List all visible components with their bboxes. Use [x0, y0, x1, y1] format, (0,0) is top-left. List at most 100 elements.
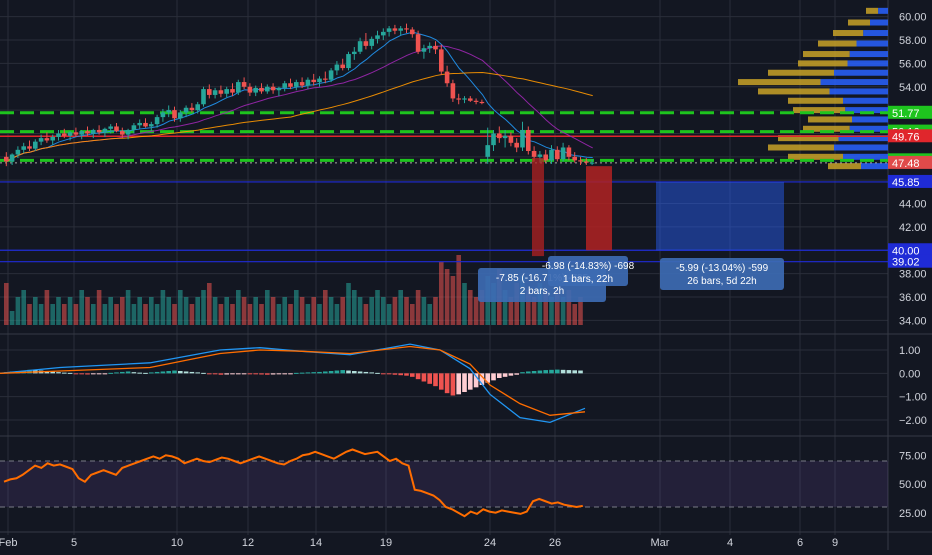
macd-histogram-bar: [50, 371, 55, 374]
candle-body: [357, 41, 363, 52]
volume-bar: [415, 290, 421, 325]
volume-bar: [21, 290, 26, 325]
measurement-bars: 26 bars, 5d 22h: [687, 276, 757, 287]
candle-body: [392, 28, 398, 31]
macd-histogram-bar: [555, 369, 560, 374]
volume-bar: [299, 297, 305, 325]
volume-bar: [15, 297, 21, 325]
candle-body: [247, 86, 253, 93]
time-axis-label: 10: [171, 537, 183, 549]
price-badge: [888, 174, 932, 188]
macd-histogram-bar: [468, 373, 473, 390]
volume-bar: [357, 297, 363, 325]
volume-bar: [265, 290, 270, 325]
volume-bar: [189, 304, 195, 325]
price-badge-label: 49.76: [892, 131, 920, 143]
macd-histogram-bar: [392, 373, 398, 375]
volume-bar: [514, 283, 519, 325]
candle-body: [236, 82, 241, 93]
macd-histogram-bar: [62, 372, 67, 374]
candle-body: [218, 90, 224, 94]
rsi-axis-label: 25.00: [899, 508, 927, 520]
volume-bar: [73, 304, 79, 325]
volume-bar: [444, 269, 450, 325]
macd-histogram-bar: [230, 373, 235, 375]
volume-bar: [433, 297, 438, 325]
volume-bar: [340, 297, 345, 325]
time-axis-label: 6: [797, 537, 803, 549]
macd-histogram-bar: [549, 369, 554, 374]
candle-body: [160, 112, 166, 118]
volume-bar: [224, 297, 229, 325]
macd-histogram-bar: [44, 371, 50, 374]
candle-body: [404, 28, 409, 30]
volume-bar: [392, 297, 398, 325]
volume-profile-bar: [808, 116, 852, 123]
volume-bar: [294, 290, 299, 325]
candle-body: [172, 110, 177, 119]
measure-box: [532, 157, 544, 257]
volume-bar: [526, 290, 531, 325]
macd-histogram-bar: [224, 373, 229, 375]
moving-average-line: [6, 71, 593, 162]
macd-axis-label: −1.00: [899, 392, 927, 404]
candle-body: [224, 89, 229, 94]
candle-body: [566, 147, 572, 157]
candle-body: [444, 71, 450, 84]
volume-bar: [125, 290, 131, 325]
macd-histogram-bar: [357, 371, 363, 374]
macd-axis-label: 0.00: [899, 368, 920, 380]
volume-bar: [346, 283, 351, 325]
candle-body: [456, 98, 461, 100]
macd-histogram-bar: [183, 371, 189, 374]
macd-histogram-bar: [102, 373, 108, 375]
volume-bar: [131, 304, 137, 325]
candle-body: [439, 49, 444, 72]
macd-histogram-bar: [212, 373, 218, 375]
price-badge-label: 47.48: [892, 158, 920, 170]
candle-body: [253, 87, 258, 93]
macd-histogram-bar: [578, 370, 583, 374]
time-axis-label: 12: [242, 537, 254, 549]
macd-histogram-bar: [91, 373, 96, 375]
macd-histogram-bar: [265, 373, 270, 375]
volume-bar: [102, 304, 108, 325]
volume-bar: [311, 297, 316, 325]
candle-body: [50, 136, 55, 141]
volume-bar: [253, 297, 258, 325]
macd-histogram-bar: [311, 372, 316, 374]
macd-histogram-bar: [508, 373, 514, 376]
candle-body: [491, 133, 496, 146]
measurement-label: [660, 258, 784, 290]
volume-profile-bar: [847, 60, 888, 67]
candle-body: [572, 156, 577, 161]
candle-body: [386, 28, 392, 32]
candle-body: [4, 156, 9, 162]
candle-body: [555, 149, 560, 160]
rsi-axis-label: 75.00: [899, 450, 927, 462]
candle-body: [410, 29, 415, 35]
macd-histogram-bar: [328, 371, 334, 374]
macd-histogram-bar: [56, 372, 61, 374]
macd-histogram-bar: [444, 373, 450, 394]
volume-bar: [427, 304, 432, 325]
candle-body: [91, 129, 96, 134]
time-axis-label: 26: [549, 537, 561, 549]
volume-bar: [143, 304, 148, 325]
volume-bar: [62, 304, 67, 325]
volume-bar: [502, 290, 508, 325]
volume-bar: [27, 304, 32, 325]
macd-histogram-bar: [270, 373, 276, 375]
candle-body: [73, 132, 79, 135]
volume-bar: [572, 304, 577, 325]
macd-histogram-bar: [259, 373, 264, 375]
volume-profile-bar: [849, 51, 888, 58]
macd-axis-label: −2.00: [899, 415, 927, 427]
candle-body: [56, 133, 61, 137]
macd-histogram-bar: [79, 373, 84, 375]
macd-histogram-bar: [491, 373, 496, 381]
time-axis-label: Feb: [0, 537, 17, 549]
volume-bar: [4, 283, 9, 325]
